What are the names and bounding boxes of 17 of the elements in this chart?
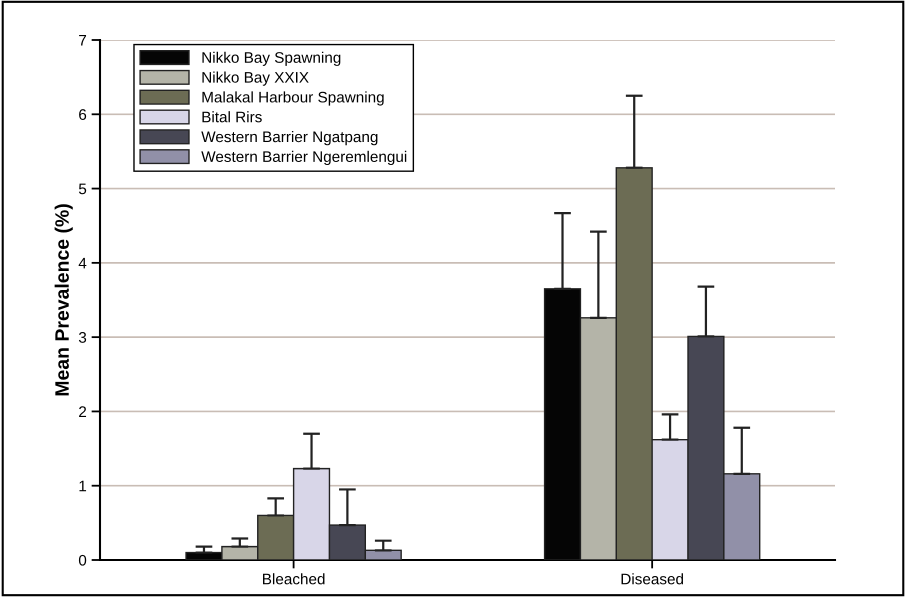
y-tick-label: 4 <box>78 258 86 268</box>
legend-label: Nikko Bay XXIX <box>202 72 309 86</box>
y-axis-title: Mean Prevalence (%) <box>54 204 73 396</box>
legend-label: Western Barrier Ngeremlengui <box>201 150 406 166</box>
x-tick-label: Bleached <box>263 573 324 584</box>
y-tick-label: 2 <box>79 406 86 417</box>
x-tick-label: Diseased <box>622 573 684 584</box>
y-tick-label: 1 <box>79 480 86 492</box>
legend-label: Western Barrier Ngatpang <box>201 130 378 146</box>
y-tick-label: 7 <box>79 35 86 46</box>
y-tick-label: 0 <box>78 554 86 566</box>
y-tick-label: 5 <box>78 184 86 194</box>
legend-label: Bital Rirs <box>202 111 262 122</box>
y-tick-label: 6 <box>79 109 86 120</box>
y-tick-label: 3 <box>78 332 86 343</box>
legend-label: Malakal Harbour Spawning <box>202 91 384 106</box>
legend-label: Nikko Bay Spawning <box>202 52 340 66</box>
